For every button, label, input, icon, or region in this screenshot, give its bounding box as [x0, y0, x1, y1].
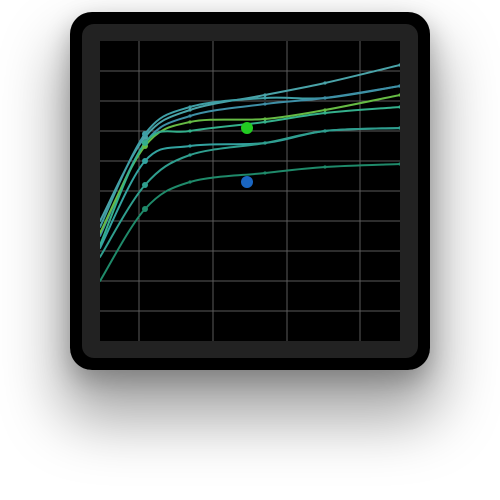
- data-point: [263, 102, 267, 106]
- data-point: [188, 180, 192, 184]
- data-point: [398, 84, 400, 88]
- series-line: [100, 163, 400, 282]
- data-point: [142, 140, 148, 146]
- data-point: [323, 129, 327, 133]
- data-point: [323, 96, 327, 100]
- highlight-point: [241, 176, 253, 188]
- data-point: [398, 63, 400, 67]
- data-point: [263, 120, 267, 124]
- series-line: [100, 127, 400, 258]
- data-point: [398, 126, 400, 130]
- chart-plot-area: [100, 41, 400, 341]
- data-point: [188, 144, 192, 148]
- data-point: [323, 81, 327, 85]
- data-point: [263, 141, 267, 145]
- data-point: [142, 206, 148, 212]
- data-point: [323, 165, 327, 169]
- line-chart: [100, 41, 400, 341]
- data-point: [263, 96, 267, 100]
- data-point: [142, 158, 148, 164]
- data-point: [263, 117, 267, 121]
- highlight-point: [241, 122, 253, 134]
- data-point: [188, 114, 192, 118]
- data-point: [188, 108, 192, 112]
- data-point: [188, 105, 192, 109]
- data-point: [398, 105, 400, 109]
- data-point: [263, 171, 267, 175]
- data-point: [398, 162, 400, 166]
- data-point: [188, 129, 192, 133]
- series-line: [100, 85, 400, 228]
- chart-series-group: [100, 64, 400, 282]
- data-point: [188, 153, 192, 157]
- chart-highlights-group: [241, 122, 253, 188]
- data-point: [263, 93, 267, 97]
- data-point: [142, 131, 148, 137]
- data-point: [323, 108, 327, 112]
- data-point: [323, 111, 327, 115]
- chart-grid: [100, 41, 400, 341]
- chart-points-group: [142, 63, 400, 212]
- data-point: [188, 120, 192, 124]
- series-line: [100, 106, 400, 246]
- data-point: [398, 93, 400, 97]
- data-point: [142, 182, 148, 188]
